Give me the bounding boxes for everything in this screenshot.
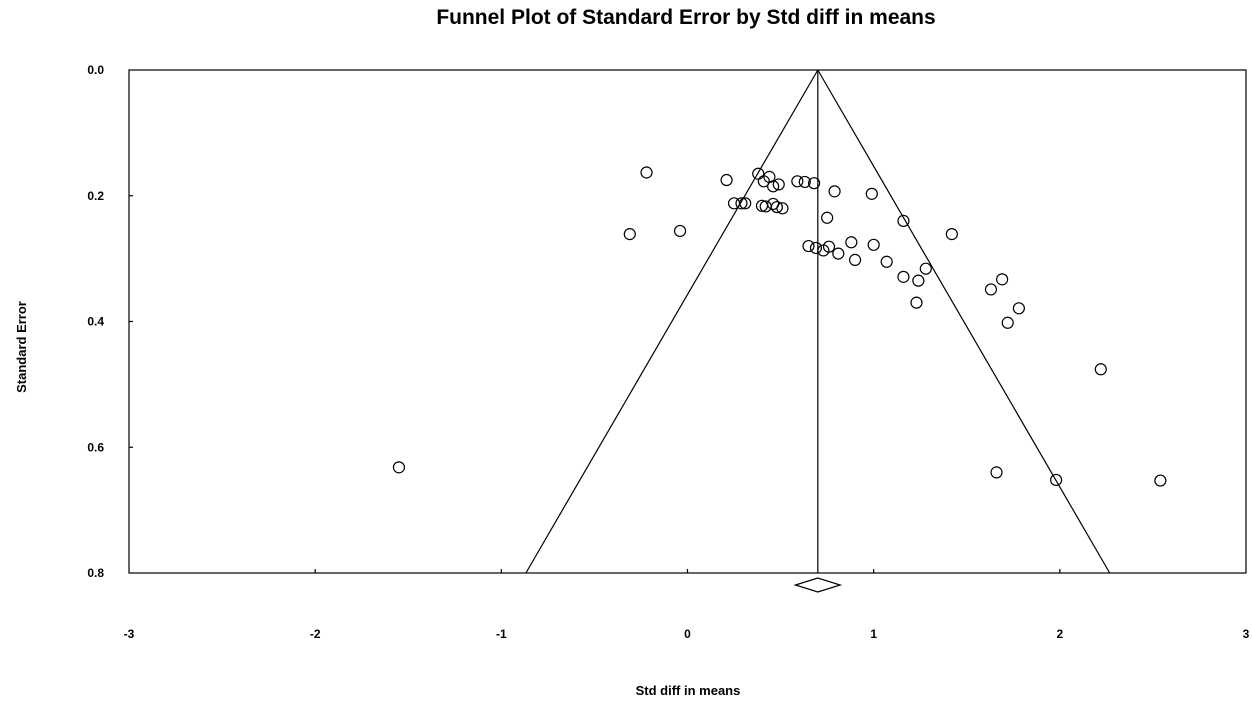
data-point <box>832 247 845 260</box>
data-point <box>996 273 1009 286</box>
data-point <box>845 236 858 249</box>
data-point <box>735 197 748 210</box>
data-point <box>767 180 780 193</box>
y-tick-label: 0.8 <box>87 566 104 580</box>
x-tick-label: -1 <box>496 627 507 641</box>
data-point <box>897 214 910 227</box>
funnel-right-line <box>817 69 1111 574</box>
plot-frame <box>128 69 1247 574</box>
data-point <box>848 253 862 266</box>
x-tick-label: -2 <box>310 627 321 641</box>
data-point <box>897 270 910 283</box>
x-tick-label: 1 <box>870 627 877 641</box>
funnel-left-line <box>525 69 819 574</box>
data-point <box>1050 473 1063 487</box>
x-tick-label: 0 <box>684 627 691 641</box>
data-points <box>392 166 1167 487</box>
data-point <box>945 228 958 241</box>
data-point <box>798 175 811 189</box>
data-point <box>912 274 925 287</box>
data-point <box>822 240 836 253</box>
x-tick-label: 3 <box>1243 627 1250 641</box>
funnel-lines <box>525 69 1111 574</box>
data-point <box>776 202 789 215</box>
data-point <box>809 241 823 255</box>
data-point <box>1094 363 1107 376</box>
y-axis-label: Standard Error <box>14 301 29 393</box>
data-point <box>791 175 804 188</box>
data-point <box>919 262 932 275</box>
data-point <box>640 166 653 179</box>
y-axis: 0.0 0.2 0.4 0.6 0.8 <box>87 63 133 580</box>
data-point <box>739 197 752 210</box>
data-point <box>1154 474 1167 487</box>
data-point <box>1012 302 1025 315</box>
data-point <box>623 228 636 241</box>
y-tick-label: 0.6 <box>87 440 104 454</box>
y-tick-label: 0.4 <box>87 315 104 329</box>
data-point <box>673 224 687 238</box>
data-point <box>1001 316 1014 329</box>
y-tick-label: 0.0 <box>87 63 104 77</box>
data-point <box>880 255 893 268</box>
summary-diamond <box>793 577 843 593</box>
x-axis: -3 -2 -1 0 1 2 3 <box>124 569 1250 641</box>
x-tick-label: 2 <box>1056 627 1063 641</box>
data-point <box>720 173 733 187</box>
data-point <box>772 178 785 191</box>
data-point <box>821 211 834 224</box>
data-point <box>802 239 815 253</box>
data-point <box>990 466 1003 479</box>
data-point <box>865 187 878 200</box>
data-point <box>984 283 998 296</box>
x-tick-label: -3 <box>124 627 135 641</box>
x-axis-label: Std diff in means <box>636 683 741 698</box>
chart-title: Funnel Plot of Standard Error by Std dif… <box>436 6 936 29</box>
data-point <box>392 461 406 474</box>
data-point <box>770 200 783 214</box>
data-point <box>828 185 841 198</box>
y-tick-label: 0.2 <box>87 189 104 203</box>
data-point <box>910 296 923 309</box>
data-point <box>867 238 880 251</box>
data-point <box>807 177 821 190</box>
